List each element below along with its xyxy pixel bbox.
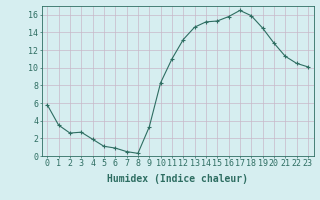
X-axis label: Humidex (Indice chaleur): Humidex (Indice chaleur) xyxy=(107,174,248,184)
